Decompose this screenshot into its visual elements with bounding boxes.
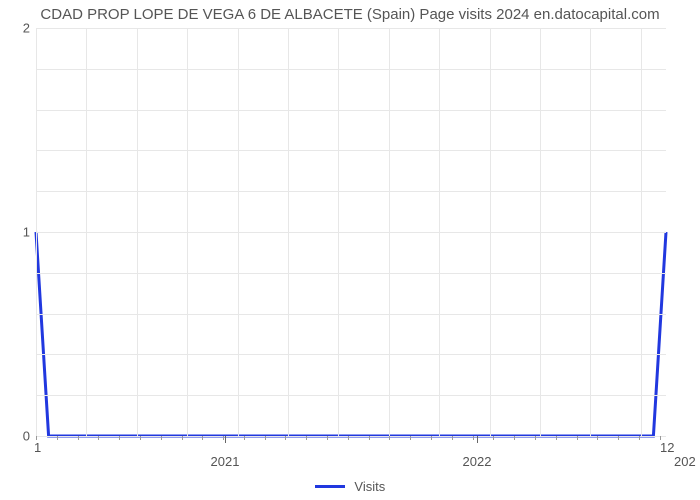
x-tick-mark-minor <box>244 436 245 440</box>
x-tick-mark-minor <box>618 436 619 440</box>
x-tick-mark-minor <box>327 436 328 440</box>
x-gridline <box>36 28 37 436</box>
x-tick-mark-minor <box>348 436 349 440</box>
x-axis-end-label: 12 <box>660 440 674 455</box>
y-gridline-minor <box>36 314 666 315</box>
series-visits-line <box>36 232 666 436</box>
x-tick-mark-minor <box>597 436 598 440</box>
x-axis-start-label: 1 <box>34 440 41 455</box>
plot-area: 01220212022 <box>36 28 666 436</box>
x-tick-mark-minor <box>78 436 79 440</box>
x-tick-mark-minor <box>265 436 266 440</box>
x-tick-mark-minor <box>493 436 494 440</box>
x-tick-label: 2021 <box>211 454 240 469</box>
x-tick-mark-minor <box>182 436 183 440</box>
x-gridline <box>338 28 339 436</box>
legend-label: Visits <box>354 479 385 494</box>
x-tick-mark-minor <box>556 436 557 440</box>
x-tick-mark-minor <box>639 436 640 440</box>
x-tick-mark-minor <box>285 436 286 440</box>
x-gridline <box>86 28 87 436</box>
y-gridline <box>36 436 666 437</box>
y-tick-label: 0 <box>23 429 30 444</box>
x-tick-mark-minor <box>119 436 120 440</box>
y-gridline <box>36 28 666 29</box>
x-axis-far-right-label: 202 <box>674 454 696 469</box>
x-gridline <box>490 28 491 436</box>
x-gridline <box>187 28 188 436</box>
x-tick-mark-minor <box>98 436 99 440</box>
y-gridline-minor <box>36 69 666 70</box>
y-gridline-minor <box>36 191 666 192</box>
x-tick-mark-minor <box>57 436 58 440</box>
y-gridline-minor <box>36 110 666 111</box>
x-gridline <box>641 28 642 436</box>
x-gridline <box>238 28 239 436</box>
x-tick-mark-minor <box>410 436 411 440</box>
chart-container: CDAD PROP LOPE DE VEGA 6 DE ALBACETE (Sp… <box>0 0 700 500</box>
x-tick-mark-minor <box>202 436 203 440</box>
x-tick-mark-minor <box>389 436 390 440</box>
x-tick-mark-minor <box>223 436 224 440</box>
x-tick-mark-minor <box>369 436 370 440</box>
x-gridline <box>389 28 390 436</box>
x-tick-mark-minor <box>577 436 578 440</box>
y-gridline-minor <box>36 273 666 274</box>
x-tick-mark-minor <box>306 436 307 440</box>
legend-swatch <box>315 485 345 488</box>
x-tick-mark-minor <box>452 436 453 440</box>
x-gridline <box>590 28 591 436</box>
y-tick-label: 2 <box>23 21 30 36</box>
y-tick-label: 1 <box>23 225 30 240</box>
x-gridline <box>137 28 138 436</box>
x-tick-mark-minor <box>431 436 432 440</box>
x-tick-mark-minor <box>514 436 515 440</box>
y-gridline-minor <box>36 150 666 151</box>
legend: Visits <box>0 478 700 494</box>
y-gridline-minor <box>36 395 666 396</box>
x-tick-mark-minor <box>473 436 474 440</box>
x-gridline <box>288 28 289 436</box>
x-tick-mark <box>477 436 478 443</box>
x-tick-mark-minor <box>140 436 141 440</box>
y-gridline <box>36 232 666 233</box>
x-gridline <box>540 28 541 436</box>
x-gridline <box>439 28 440 436</box>
x-tick-mark-minor <box>161 436 162 440</box>
x-tick-label: 2022 <box>463 454 492 469</box>
y-gridline-minor <box>36 354 666 355</box>
chart-title: CDAD PROP LOPE DE VEGA 6 DE ALBACETE (Sp… <box>0 6 700 23</box>
x-tick-mark <box>225 436 226 443</box>
x-tick-mark-minor <box>535 436 536 440</box>
